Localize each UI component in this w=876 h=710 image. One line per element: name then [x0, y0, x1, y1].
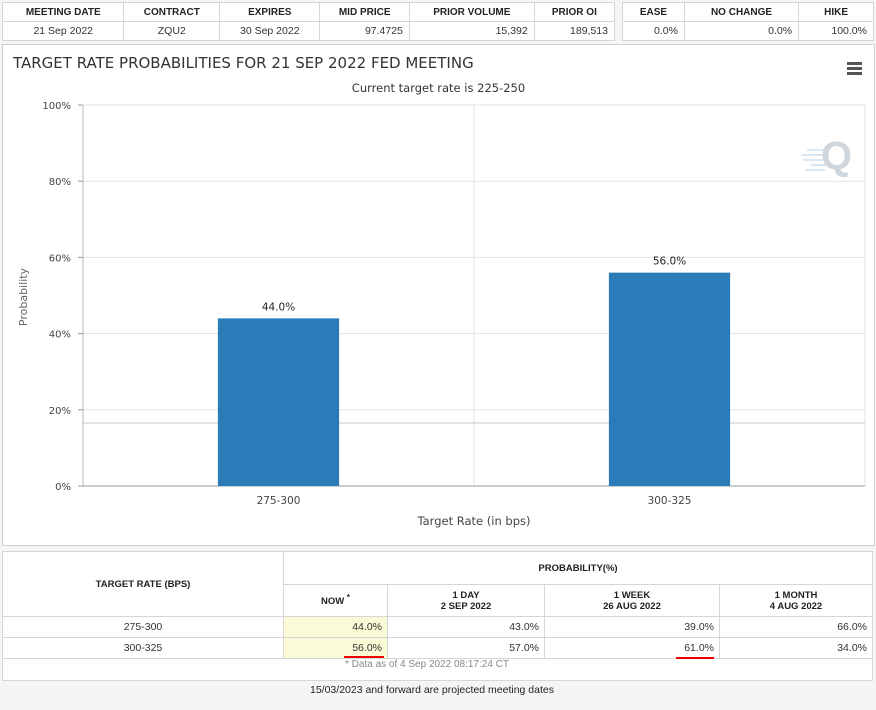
value-hike: 100.0% [798, 21, 874, 41]
header-expires: EXPIRES [219, 2, 321, 22]
outcome-summary-table: EASE NO CHANGE HIKE 0.0% 0.0% 100.0% [622, 2, 874, 41]
value-no-change: 0.0% [683, 21, 800, 41]
one-week-cell: 39.0% [544, 616, 720, 638]
header-meeting-date: MEETING DATE [1, 2, 125, 22]
svg-text:Q: Q [821, 134, 852, 178]
value-ease: 0.0% [622, 21, 685, 41]
header-ease: EASE [622, 2, 685, 22]
one-week-cell: 61.0% [544, 637, 720, 659]
header-mid-price: MID PRICE [319, 2, 410, 22]
now-asterisk: * [346, 593, 350, 603]
header-hike: HIKE [798, 2, 874, 22]
q-logo-watermark: Q [801, 134, 852, 178]
y-tick-label: 0% [55, 482, 71, 493]
bar[interactable] [608, 272, 731, 486]
y-tick-label: 80% [49, 177, 71, 188]
chart-subtitle: Current target rate is 225-250 [351, 81, 526, 95]
one-week-header: 1 WEEK 26 AUG 2022 [544, 584, 720, 617]
probability-header: PROBABILITY(%) [283, 551, 873, 585]
one-month-label: 1 MONTH [774, 589, 818, 601]
value-expires: 30 Sep 2022 [219, 21, 321, 41]
hamburger-menu-icon[interactable] [847, 62, 862, 75]
now-header: NOW * [283, 584, 388, 617]
one-week-label: 1 WEEK [613, 589, 651, 601]
value-mid-price: 97.4725 [319, 21, 410, 41]
target-rate-header: TARGET RATE (BPS) [2, 551, 284, 617]
value-contract: ZQU2 [123, 21, 221, 41]
one-month-date: 4 AUG 2022 [769, 600, 823, 612]
y-tick-label: 40% [49, 330, 71, 341]
y-axis-label: Probability [17, 267, 30, 326]
value-prior-oi: 189,513 [533, 21, 616, 41]
y-tick-label: 60% [49, 253, 71, 264]
rate-cell: 300-325 [2, 637, 284, 659]
one-day-label: 1 DAY [452, 589, 480, 601]
one-month-header: 1 MONTH 4 AUG 2022 [719, 584, 873, 617]
chart-panel: TARGET RATE PROBABILITIES FOR 21 SEP 202… [2, 44, 875, 546]
x-axis-label: Target Rate (in bps) [417, 514, 531, 528]
projected-dates-note: 15/03/2023 and forward are projected mee… [310, 684, 554, 696]
one-day-cell: 43.0% [387, 616, 545, 638]
table-row: 300-325 56.0% 57.0% 61.0% 34.0% [2, 637, 873, 659]
header-prior-oi: PRIOR OI [533, 2, 616, 22]
meeting-info-table: MEETING DATE CONTRACT EXPIRES MID PRICE … [1, 2, 616, 41]
probability-table: TARGET RATE (BPS) PROBABILITY(%) NOW * 1… [2, 551, 873, 681]
header-prior-volume: PRIOR VOLUME [408, 2, 535, 22]
table-row: 275-300 44.0% 43.0% 39.0% 66.0% [2, 616, 873, 638]
bar-data-label: 56.0% [653, 256, 686, 268]
y-tick-label: 100% [42, 101, 71, 112]
value-prior-volume: 15,392 [408, 21, 535, 41]
one-week-date: 26 AUG 2022 [603, 600, 661, 612]
x-tick-label: 275-300 [257, 495, 301, 507]
now-underline-mark [344, 656, 384, 658]
one-month-cell: 34.0% [719, 637, 873, 659]
bar-data-label: 44.0% [262, 301, 295, 313]
now-cell: 44.0% [283, 616, 388, 638]
one-day-date: 2 SEP 2022 [440, 600, 492, 612]
header-contract: CONTRACT [123, 2, 221, 22]
one-month-cell: 66.0% [719, 616, 873, 638]
week-underline-mark [676, 657, 714, 659]
header-no-change: NO CHANGE [683, 2, 800, 22]
y-tick-label: 20% [49, 406, 71, 417]
rate-cell: 275-300 [2, 616, 284, 638]
now-label: NOW [321, 596, 345, 608]
one-day-cell: 57.0% [387, 637, 545, 659]
bar[interactable] [217, 318, 340, 486]
chart-title: TARGET RATE PROBABILITIES FOR 21 SEP 202… [13, 54, 474, 72]
value-meeting-date: 21 Sep 2022 [1, 21, 125, 41]
bar-chart: Q 0% 20% 40% 60% 80% 100% 44.0% 275-300 56.0% 300… [17, 101, 866, 528]
one-day-header: 1 DAY 2 SEP 2022 [387, 584, 545, 617]
data-timestamp-note: * Data as of 4 Sep 2022 08:17:24 CT [345, 659, 509, 670]
x-tick-label: 300-325 [648, 495, 692, 507]
